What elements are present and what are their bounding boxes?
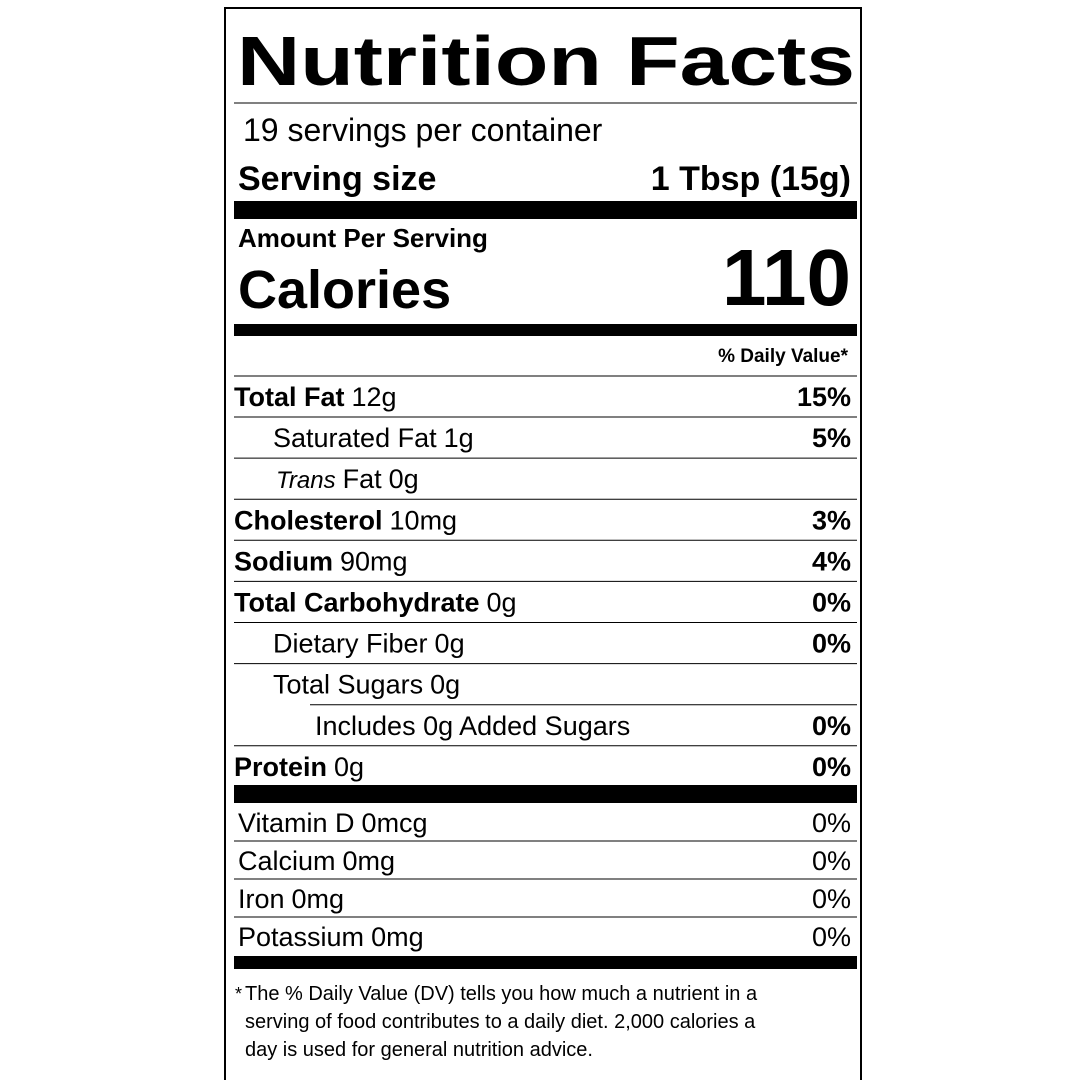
thick-bar [234, 785, 857, 803]
nutrient-amount: 0g [334, 752, 364, 782]
nutrient-name: Cholesterol [234, 505, 383, 535]
nutrient-amount: 10mg [390, 505, 458, 535]
footnote-line: day is used for general nutrition advice… [245, 1039, 593, 1061]
nutrient-amount: 0g [389, 464, 419, 494]
nutrient-row: Sodium 90mg [234, 546, 408, 576]
vitamin-row: Potassium 0mg [238, 922, 424, 952]
nutrient-dv: 0% [812, 588, 851, 618]
vitamin-dv: 0% [812, 808, 851, 838]
amount-per-serving: Amount Per Serving [238, 223, 488, 253]
nutrient-name: Includes 0g Added Sugars [315, 711, 630, 741]
vitamin-dv: 0% [812, 846, 851, 876]
nutrient-row: Protein 0g [234, 752, 364, 782]
vitamin-amount: 0mg [343, 846, 396, 876]
nutrient-amount: 0g [430, 670, 460, 700]
calories-value: 110 [722, 233, 851, 322]
nutrient-amount: 12g [352, 382, 397, 412]
label-border [224, 7, 862, 1080]
nutrient-name: Total Carbohydrate [234, 588, 480, 618]
thick-bar [234, 956, 857, 969]
serving-size-label: Serving size [238, 160, 436, 198]
vitamin-dv: 0% [812, 922, 851, 952]
nutrient-name: Protein [234, 752, 327, 782]
servings: 19 servings per container [243, 112, 603, 148]
vitamin-amount: 0mg [371, 922, 424, 952]
nutrient-row: Total Sugars 0g [273, 670, 460, 700]
nutrient-name: Total Fat [234, 382, 345, 412]
title: Nutrition Facts [237, 22, 855, 100]
nutrient-dv: 5% [812, 423, 851, 453]
daily-value-header: % Daily Value* [718, 346, 849, 367]
nutrient-name: Total Sugars [273, 670, 423, 700]
footnote-line: The % Daily Value (DV) tells you how muc… [245, 983, 758, 1005]
nutrient-amount: 0g [435, 629, 465, 659]
nutrient-dv: 4% [812, 546, 851, 576]
nutrient-row: Trans Fat 0g [276, 464, 419, 494]
calories-label: Calories [238, 260, 451, 320]
nutrient-dv: 0% [812, 629, 851, 659]
vitamin-dv: 0% [812, 884, 851, 914]
footnote-marker: * [235, 984, 242, 1004]
nutrient-row: Total Fat 12g [234, 382, 397, 412]
vitamin-row: Vitamin D 0mcg [238, 808, 428, 838]
nutrient-amount: 0g [487, 588, 517, 618]
vitamin-name: Iron [238, 884, 285, 914]
vitamin-row: Iron 0mg [238, 884, 344, 914]
nutrient-name: Fat [343, 464, 383, 494]
thick-bar [234, 324, 857, 336]
vitamin-name: Potassium [238, 922, 364, 952]
nutrient-name: Saturated Fat [273, 423, 437, 453]
vitamin-amount: 0mcg [362, 808, 428, 838]
nutrient-name: Sodium [234, 546, 333, 576]
nutrient-row: Cholesterol 10mg [234, 505, 457, 535]
nutrient-amount: 90mg [340, 546, 408, 576]
nutrient-name-italic: Trans [276, 467, 336, 494]
vitamin-name: Calcium [238, 846, 336, 876]
nutrient-amount: 1g [444, 423, 474, 453]
nutrient-dv: 0% [812, 752, 851, 782]
nutrient-name: Dietary Fiber [273, 629, 428, 659]
nutrient-row: Saturated Fat 1g [273, 423, 474, 453]
vitamin-name: Vitamin D [238, 808, 355, 838]
vitamin-amount: 0mg [292, 884, 345, 914]
nutrient-row: Total Carbohydrate 0g [234, 588, 517, 618]
serving-size-value: 1 Tbsp (15g) [651, 160, 851, 198]
nutrient-dv: 0% [812, 711, 851, 741]
vitamin-row: Calcium 0mg [238, 846, 395, 876]
thick-bar [234, 201, 857, 219]
nutrient-dv: 15% [797, 382, 851, 412]
nutrient-row: Dietary Fiber 0g [273, 629, 465, 659]
nutrient-dv: 3% [812, 505, 851, 535]
nutrient-row: Includes 0g Added Sugars [315, 711, 630, 741]
footnote-line: serving of food contributes to a daily d… [245, 1011, 756, 1033]
